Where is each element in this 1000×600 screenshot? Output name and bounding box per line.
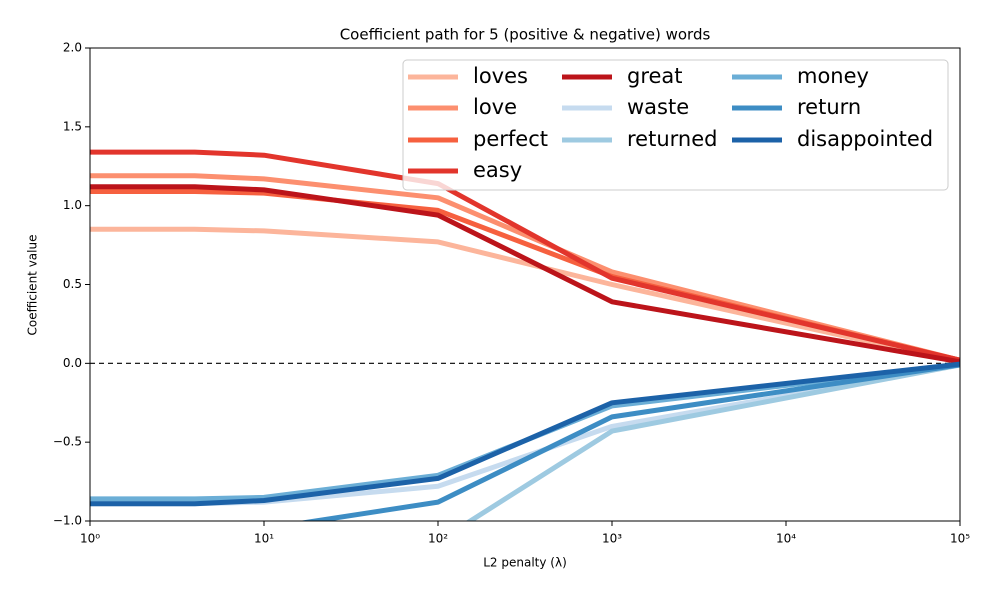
legend-label: money <box>797 64 869 88</box>
series-line <box>90 362 960 502</box>
x-tick-label: 10⁴ <box>776 532 796 546</box>
legend-frame <box>402 59 949 191</box>
legend-label: disappointed <box>797 127 933 151</box>
legend: loves love perfect easy great waste returned mo… <box>402 59 949 191</box>
series-line <box>90 173 960 363</box>
legend-label: waste <box>627 95 689 119</box>
x-tick-label: 10¹ <box>254 532 274 546</box>
y-tick-label: −1.0 <box>53 514 82 528</box>
y-tick-label: 1.5 <box>63 119 82 133</box>
y-tick-label: 1.0 <box>63 198 82 212</box>
x-tick-label: 10² <box>428 532 448 546</box>
y-tick-label: 0.0 <box>63 356 82 370</box>
series-line <box>90 361 960 507</box>
series-line <box>90 149 960 363</box>
series-line <box>298 362 960 521</box>
legend-label: perfect <box>473 127 548 151</box>
y-axis-label: Coefficient value <box>26 235 40 336</box>
x-tick-label: 10³ <box>602 532 622 546</box>
series-line <box>90 226 960 365</box>
legend-label: love <box>473 95 517 119</box>
x-axis-label: L2 penalty (λ) <box>483 556 567 570</box>
legend-label: return <box>797 95 861 119</box>
legend-label: great <box>627 64 683 88</box>
x-tick-label: 10⁵ <box>950 532 970 546</box>
plot-area <box>90 149 960 521</box>
legend-label: loves <box>473 64 528 88</box>
chart-title: Coefficient path for 5 (positive & negat… <box>340 26 711 44</box>
series-line <box>90 184 960 365</box>
y-tick-label: 2.0 <box>63 41 82 55</box>
legend-label: easy <box>473 158 522 182</box>
y-tick-label: 0.5 <box>63 277 82 291</box>
series-line <box>465 362 960 521</box>
x-tick-label: 10⁰ <box>80 532 100 546</box>
legend-label: returned <box>627 127 717 151</box>
y-tick-label: −0.5 <box>53 435 82 449</box>
